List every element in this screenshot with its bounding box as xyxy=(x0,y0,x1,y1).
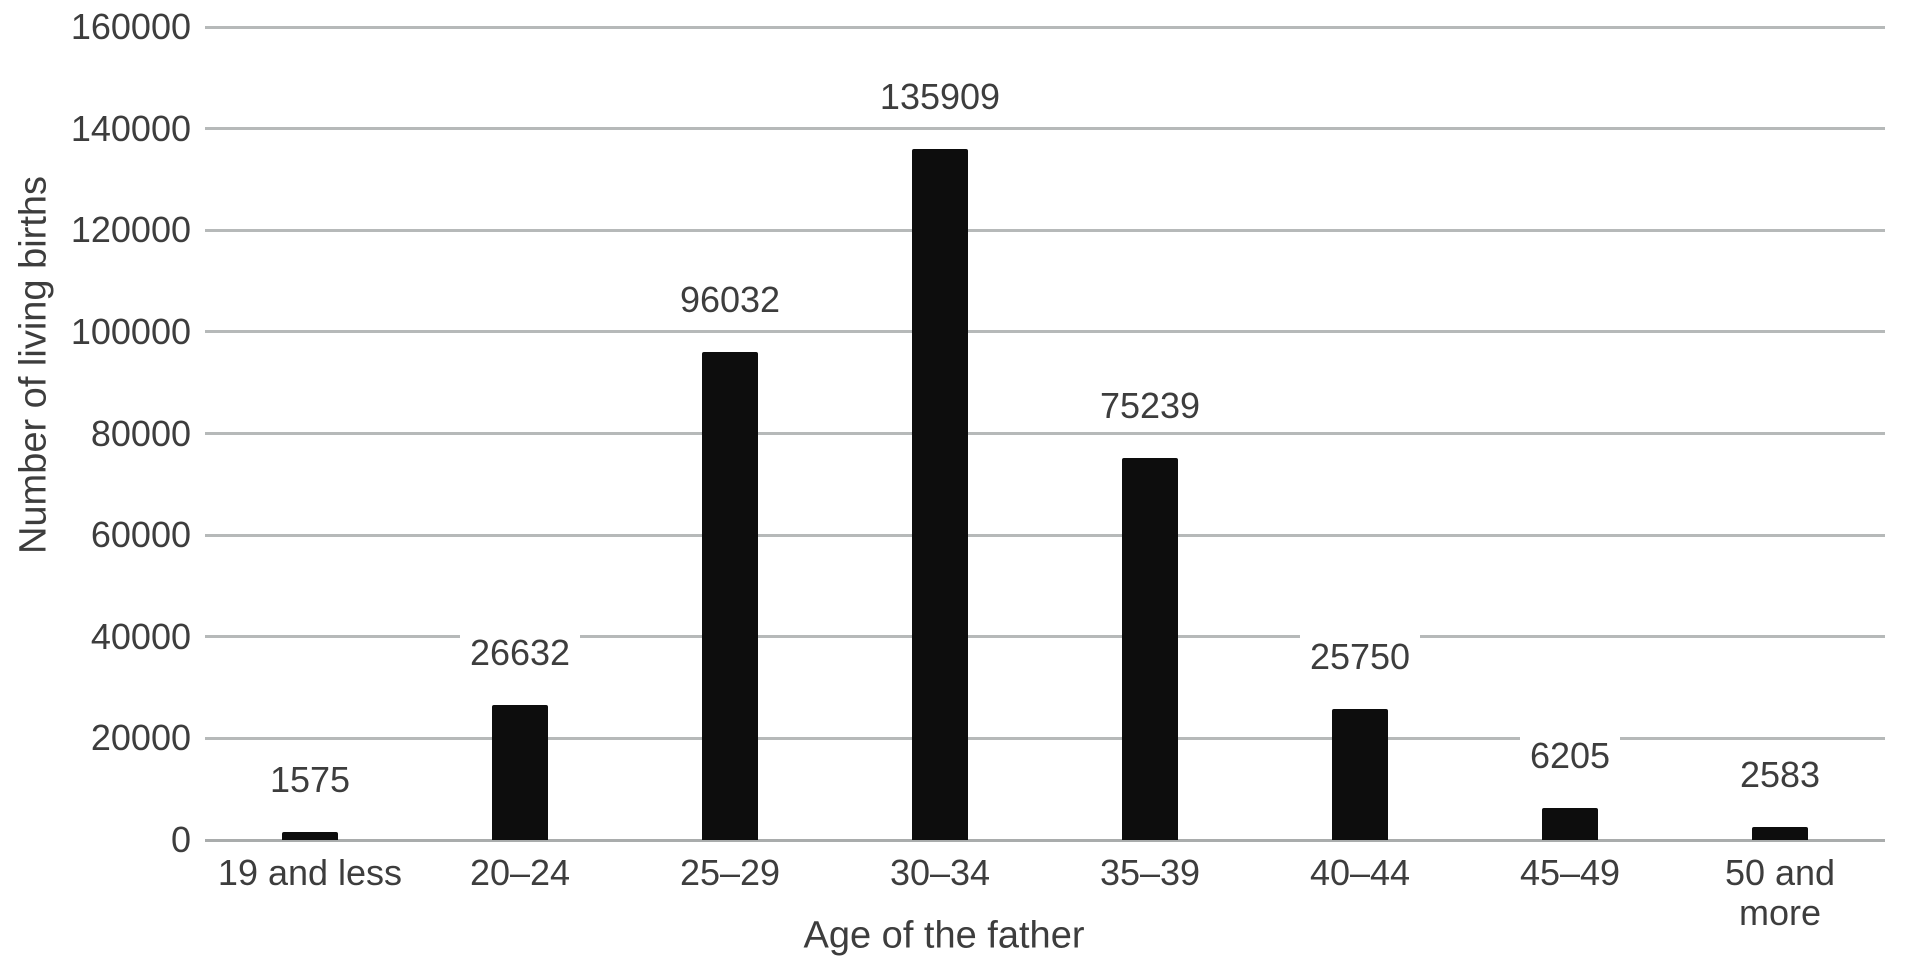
bar-value-label: 25750 xyxy=(1255,635,1465,680)
x-axis-tick-label: 30–34 xyxy=(889,852,991,893)
bar xyxy=(492,704,548,840)
bar-value-text: 6205 xyxy=(1519,734,1621,779)
x-axis-title: Age of the father xyxy=(803,914,1085,957)
bar-value-text: 25750 xyxy=(1299,635,1421,680)
bar-value-text: 135909 xyxy=(869,75,1011,120)
x-axis-tick-label: 50 and more xyxy=(1724,852,1836,933)
gridline xyxy=(205,533,1885,537)
y-axis-tick-label: 160000 xyxy=(70,6,191,47)
gridline xyxy=(205,127,1885,131)
y-axis-tick-label: 0 xyxy=(170,819,191,860)
bar xyxy=(1122,457,1178,840)
x-axis-tick-label: 40–44 xyxy=(1309,852,1411,893)
bar xyxy=(282,832,338,840)
bar xyxy=(1542,808,1598,840)
x-axis-tick-label: 20–24 xyxy=(469,852,571,893)
bar-value-label: 135909 xyxy=(835,75,1045,120)
y-axis-tick-label: 120000 xyxy=(70,209,191,251)
x-axis-tick-label: 19 and less xyxy=(217,852,403,893)
y-axis-tick-label: 60000 xyxy=(90,514,191,556)
gridline xyxy=(205,25,1885,29)
gridline xyxy=(205,736,1885,740)
bar-value-label: 2583 xyxy=(1675,752,1885,797)
bar-value-label: 6205 xyxy=(1465,734,1675,779)
y-axis-tick-label: 40000 xyxy=(90,615,191,657)
x-axis-tick-label: 25–29 xyxy=(679,852,781,893)
y-axis-tick-label: 20000 xyxy=(90,717,191,759)
x-axis-tick-label: 45–49 xyxy=(1519,852,1621,893)
y-axis-tick-label: 80000 xyxy=(90,412,191,454)
bar-value-text: 1575 xyxy=(259,758,361,802)
bar-value-label: 75239 xyxy=(1045,383,1255,428)
gridline xyxy=(205,330,1885,334)
bar xyxy=(912,149,968,840)
x-axis-tick-label: 35–39 xyxy=(1099,852,1201,893)
bar-value-text: 2583 xyxy=(1729,752,1831,797)
bar-value-text: 26632 xyxy=(459,630,581,675)
bar-value-label: 96032 xyxy=(625,278,835,323)
gridline xyxy=(205,838,1885,842)
gridline xyxy=(205,432,1885,435)
bar-value-label: 26632 xyxy=(415,630,625,675)
gridline xyxy=(205,635,1885,639)
bar-value-text: 75239 xyxy=(1089,383,1211,428)
bar xyxy=(702,352,758,840)
bar xyxy=(1332,709,1388,840)
bar xyxy=(1752,826,1808,840)
plot-area: 1575 26632 96032 135909 75239 25750 6205 2583 xyxy=(205,25,1885,842)
bar-value-label: 1575 xyxy=(205,758,415,802)
bar-value-text: 96032 xyxy=(669,278,791,323)
gridline xyxy=(205,228,1885,232)
y-axis-tick-label: 140000 xyxy=(70,107,191,149)
y-axis-tick-label: 100000 xyxy=(70,310,191,352)
